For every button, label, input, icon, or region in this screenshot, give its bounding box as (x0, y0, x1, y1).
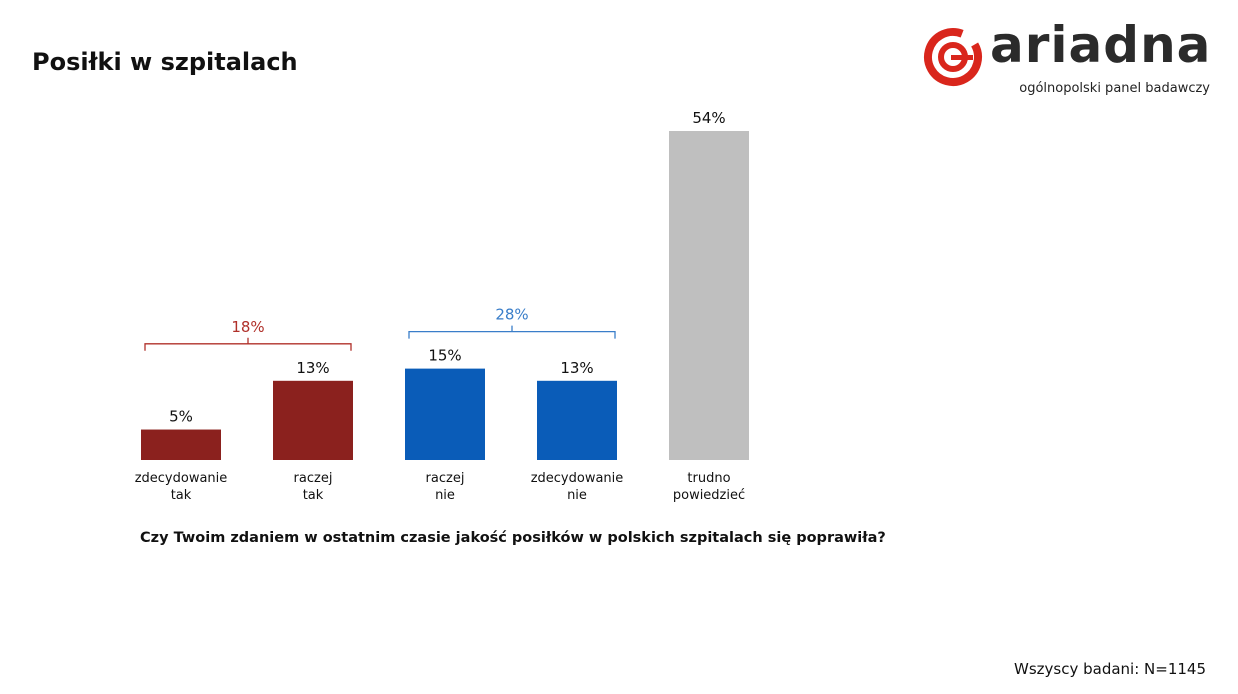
bar-4 (669, 131, 749, 460)
category-label-0-0: zdecydowanie (135, 471, 228, 486)
ariadna-logo-icon (924, 27, 982, 86)
sample-base-note: Wszyscy badani: N=1145 (1014, 660, 1206, 678)
value-label-1: 13% (296, 359, 329, 377)
bar-1 (273, 380, 353, 460)
value-label-3: 13% (560, 359, 593, 377)
logo-tagline: ogólnopolski panel badawczy (1019, 81, 1210, 96)
group-label-0: 18% (231, 318, 264, 336)
bar-3 (537, 380, 617, 460)
value-label-0: 5% (169, 408, 193, 426)
value-label-4: 54% (692, 109, 725, 127)
bar-2 (405, 368, 485, 460)
group-bracket-1 (408, 325, 616, 339)
category-label-2-0: raczej (426, 471, 465, 486)
category-label-1-1: tak (303, 488, 324, 503)
category-label-3-0: zdecydowanie (531, 471, 624, 486)
ariadna-logo: ariadna ogólnopolski panel badawczy (922, 16, 1222, 102)
chart-title: Posiłki w szpitalach (32, 48, 298, 76)
bar-0 (141, 429, 221, 460)
category-label-1-0: raczej (294, 471, 333, 486)
survey-question: Czy Twoim zdaniem w ostatnim czasie jako… (140, 530, 886, 546)
category-label-4-0: trudno (687, 471, 730, 486)
category-label-2-1: nie (435, 488, 455, 503)
logo-wordmark: ariadna (990, 16, 1212, 74)
group-label-1: 28% (495, 306, 528, 324)
category-label-0-1: tak (171, 488, 192, 503)
value-label-2: 15% (428, 347, 461, 365)
group-bracket-0 (144, 337, 352, 351)
bar-chart: 5% zdecydowanie tak 13% raczej tak 15% raczej ni… (135, 109, 749, 503)
category-label-3-1: nie (567, 488, 587, 503)
category-label-4-1: powiedzieć (673, 488, 745, 503)
